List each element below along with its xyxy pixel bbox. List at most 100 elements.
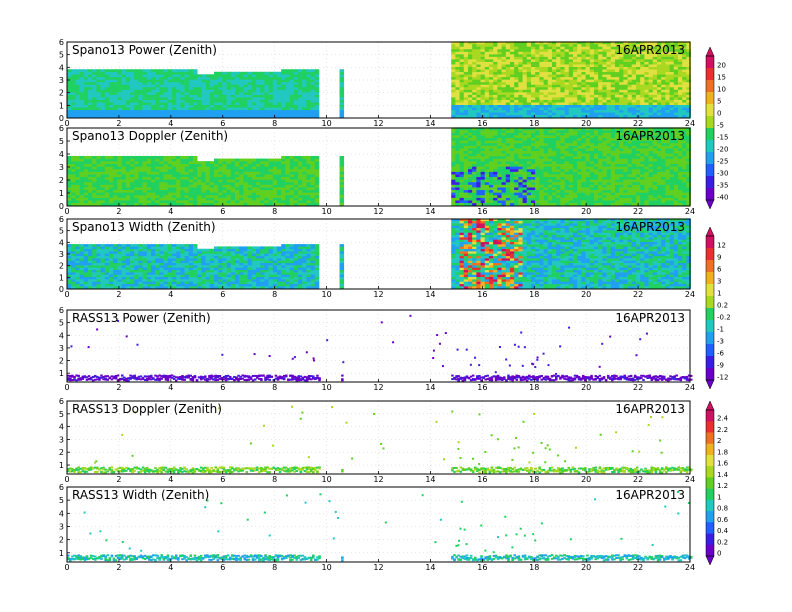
- heatmap-cell: [243, 84, 248, 88]
- heatmap-cell: [493, 84, 498, 88]
- heatmap-cell: [243, 79, 248, 83]
- heatmap-cell: [648, 64, 654, 67]
- heatmap-cell: [235, 161, 240, 165]
- heatmap-cell: [226, 71, 232, 75]
- heatmap-cell: [568, 127, 574, 131]
- heatmap-cell: [67, 76, 72, 80]
- heatmap-cell: [88, 109, 93, 113]
- heatmap-cell: [577, 184, 582, 188]
- heatmap-cell: [188, 76, 194, 80]
- heatmap-cell: [623, 54, 628, 57]
- heatmap-cell: [539, 176, 544, 180]
- heatmap-cell: [556, 43, 561, 47]
- heatmap-cell: [146, 163, 152, 167]
- heatmap-cell: [459, 132, 465, 136]
- heatmap-cell: [268, 168, 274, 172]
- heatmap-cell: [543, 142, 549, 146]
- heatmap-cell: [514, 155, 519, 159]
- heatmap-cell: [79, 187, 85, 191]
- heatmap-cell: [501, 64, 507, 67]
- heatmap-cell: [247, 174, 253, 178]
- heatmap-cell: [484, 109, 490, 113]
- heatmap-cell: [251, 158, 257, 162]
- heatmap-cell: [197, 200, 202, 204]
- heatmap-cell: [455, 86, 460, 90]
- heatmap-cell: [188, 166, 194, 170]
- heatmap-cell: [585, 94, 591, 98]
- heatmap-cell: [472, 181, 477, 185]
- heatmap-cell: [606, 107, 612, 111]
- heatmap-cell: [564, 137, 570, 141]
- heatmap-cell: [610, 43, 616, 47]
- heatmap-cell: [281, 187, 286, 191]
- heatmap-cell: [610, 71, 616, 75]
- heatmap-cell: [484, 174, 490, 178]
- heatmap-cell: [535, 171, 540, 175]
- heatmap-cell: [581, 184, 586, 188]
- heatmap-cell: [293, 184, 299, 188]
- heatmap-cell: [306, 197, 311, 201]
- heatmap-cell: [669, 54, 675, 57]
- heatmap-cell: [451, 41, 456, 45]
- heatmap-cell: [514, 161, 519, 165]
- heatmap-cell: [92, 155, 97, 159]
- heatmap-cell: [176, 71, 181, 75]
- heatmap-cell: [547, 163, 553, 167]
- heatmap-cell: [547, 71, 553, 75]
- heatmap-cell: [455, 127, 460, 131]
- heatmap-cell: [151, 168, 156, 172]
- heatmap-cell: [201, 114, 206, 118]
- heatmap-cell: [100, 86, 106, 90]
- heatmap-cell: [256, 168, 261, 172]
- heatmap-cell: [285, 81, 290, 85]
- heatmap-cell: [509, 41, 515, 45]
- heatmap-cell: [222, 92, 227, 95]
- heatmap-cell: [509, 48, 515, 52]
- heatmap-cell: [167, 176, 173, 180]
- heatmap-cell: [568, 197, 574, 201]
- heatmap-cell: [251, 76, 257, 80]
- heatmap-cell: [235, 81, 240, 85]
- heatmap-cell: [226, 174, 232, 178]
- heatmap-cell: [640, 51, 645, 55]
- heatmap-cell: [589, 76, 595, 80]
- heatmap-cell: [610, 59, 616, 62]
- heatmap-cell: [551, 163, 557, 167]
- heatmap-cell: [484, 200, 490, 204]
- heatmap-cell: [572, 153, 578, 157]
- heatmap-cell: [682, 41, 687, 45]
- heatmap-cell: [560, 81, 565, 85]
- heatmap-cell: [526, 150, 532, 154]
- heatmap-cell: [92, 94, 97, 98]
- heatmap-cell: [472, 194, 477, 198]
- heatmap-cell: [551, 153, 557, 157]
- heatmap-cell: [480, 54, 486, 57]
- heatmap-cell: [92, 114, 97, 118]
- heatmap-cell: [459, 129, 465, 133]
- heatmap-cell: [264, 71, 269, 75]
- heatmap-cell: [339, 179, 345, 183]
- heatmap-cell: [577, 187, 582, 191]
- heatmap-cell: [472, 158, 477, 162]
- heatmap-cell: [201, 194, 206, 198]
- heatmap-cell: [547, 79, 553, 83]
- heatmap-cell: [665, 66, 670, 70]
- heatmap-cell: [109, 86, 114, 90]
- heatmap-cell: [264, 194, 269, 198]
- heatmap-cell: [497, 135, 502, 139]
- heatmap-cell: [109, 176, 114, 180]
- heatmap-cell: [306, 86, 311, 90]
- heatmap-cell: [218, 104, 223, 108]
- heatmap-cell: [205, 97, 211, 100]
- heatmap-cell: [281, 112, 286, 116]
- heatmap-cell: [497, 66, 502, 70]
- heatmap-cell: [505, 97, 511, 100]
- heatmap-cell: [677, 71, 683, 75]
- heatmap-cell: [151, 202, 156, 206]
- heatmap-cell: [577, 161, 582, 165]
- heatmap-cell: [163, 99, 169, 103]
- heatmap-cell: [677, 99, 683, 103]
- heatmap-cell: [459, 61, 465, 65]
- heatmap-cell: [480, 145, 486, 149]
- heatmap-cell: [472, 140, 477, 144]
